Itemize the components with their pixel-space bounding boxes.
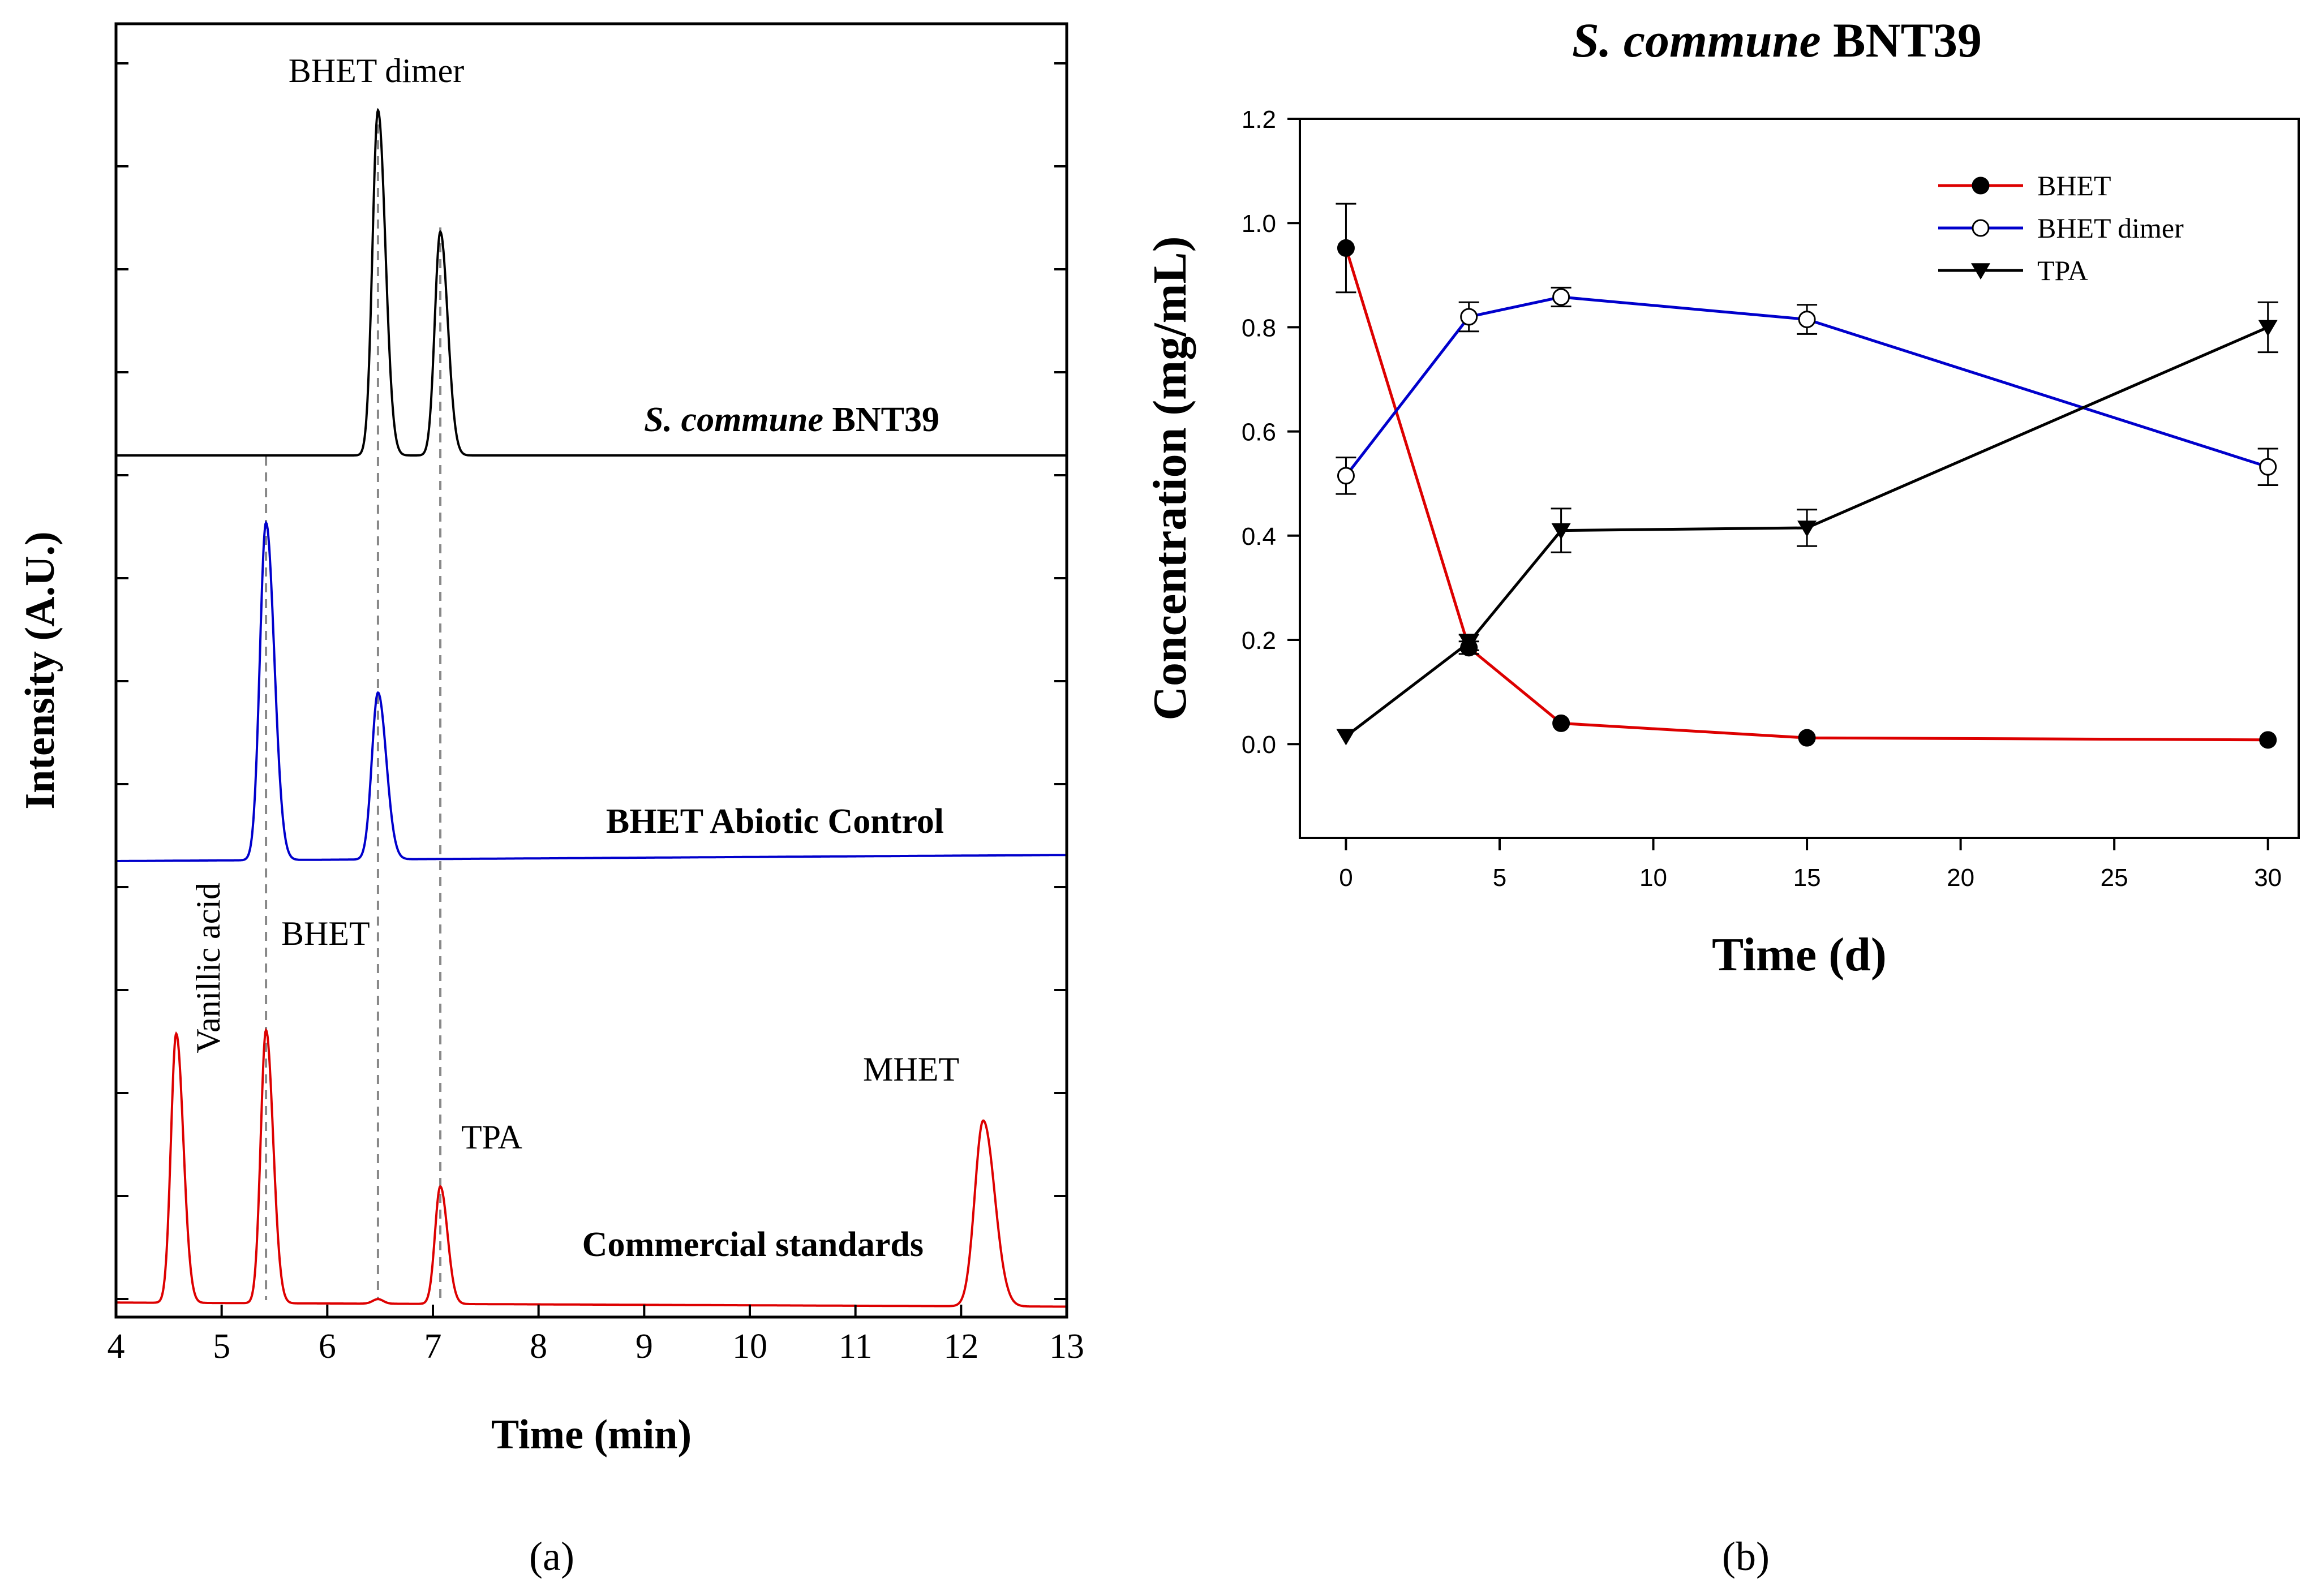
y-tick-label: 0.8 xyxy=(1242,314,1276,342)
marker-triangle-down xyxy=(1336,729,1356,746)
marker-filled-circle xyxy=(1337,239,1355,257)
chromatogram-traces xyxy=(116,107,1067,1308)
x-tick-label: 0 xyxy=(1339,864,1352,892)
trace-label-italic: S. commune xyxy=(644,401,823,439)
marker-open-circle xyxy=(1798,311,1816,329)
x-tick-label: 15 xyxy=(1793,864,1821,892)
x-tick-label: 9 xyxy=(636,1327,653,1366)
panel-b-x-axis-title: Time (d) xyxy=(1712,928,1887,981)
marker-triangle-down xyxy=(1551,523,1571,540)
peak-label-vanillic-acid: Vanillic acid xyxy=(190,883,227,1053)
x-tick-label: 8 xyxy=(530,1327,547,1366)
y-tick-label: 0.0 xyxy=(1242,731,1276,759)
marker-filled-circle xyxy=(1972,177,1990,195)
legend-item: BHET xyxy=(1938,170,2111,201)
panel-b-y-axis-title: Concentration (mg/mL) xyxy=(1144,236,1196,720)
panel-label-b: (b) xyxy=(1722,1534,1770,1579)
y-tick-label: 1.0 xyxy=(1242,210,1276,238)
peak-label-mhet: MHET xyxy=(863,1051,959,1088)
title-rest: BNT39 xyxy=(1821,13,1982,67)
marker-open-circle xyxy=(1972,219,1990,237)
reference-lines xyxy=(265,109,442,1300)
legend-item: BHET dimer xyxy=(1938,212,2184,244)
marker-open-circle xyxy=(1460,308,1478,326)
y-tick-label: 0.6 xyxy=(1242,419,1276,446)
x-tick-label: 5 xyxy=(1493,864,1506,892)
marker-filled-circle xyxy=(1798,729,1816,747)
x-tick-label: 25 xyxy=(2101,864,2128,892)
legend: BHET BHET dimer TPA xyxy=(1938,170,2184,286)
series-bhet-dimer xyxy=(1336,286,2278,495)
y-tick-label: 1.2 xyxy=(1242,106,1276,134)
concentration-series xyxy=(1336,203,2278,749)
x-tick-label: 6 xyxy=(319,1327,336,1366)
y-tick-label: 0.2 xyxy=(1242,627,1276,655)
x-tick-label: 10 xyxy=(1639,864,1667,892)
series-bhet xyxy=(1336,203,2277,749)
x-tick-label: 4 xyxy=(108,1327,125,1366)
x-tick-label: 30 xyxy=(2254,864,2282,892)
panel-a-y-axis-title: Intensity (A.U.) xyxy=(17,531,63,809)
marker-triangle-down xyxy=(1797,520,1817,537)
trace-bhet-abiotic-control xyxy=(116,520,1067,862)
peak-label-bhet-dimer: BHET dimer xyxy=(289,52,465,89)
title-italic: S. commune xyxy=(1572,13,1821,67)
trace-s-commune-bnt39 xyxy=(116,107,1067,457)
marker-open-circle xyxy=(1337,467,1355,485)
legend-label: TPA xyxy=(2037,255,2088,286)
panel-b-title: S. commune BNT39 xyxy=(1572,13,1982,67)
legend-label: BHET dimer xyxy=(2037,212,2184,244)
panel-b-plot-frame xyxy=(1299,118,2300,839)
panel-a-chromatogram: 4 5 6 7 8 9 10 11 12 13 Time (min) Intensity (A.U… xyxy=(17,22,1084,1579)
trace-label-abiotic-control: BHET Abiotic Control xyxy=(606,802,944,841)
panel-a-plot-frame xyxy=(114,22,1068,1319)
panel-label-a: (a) xyxy=(529,1534,574,1579)
x-tick-label: 20 xyxy=(1947,864,1974,892)
trace-commercial-standards xyxy=(116,1027,1067,1308)
x-tick-label: 11 xyxy=(839,1327,873,1366)
y-tick-label: 0.4 xyxy=(1242,523,1276,550)
x-tick-label: 13 xyxy=(1049,1327,1084,1366)
trace-label-commercial-standards: Commercial standards xyxy=(582,1225,924,1264)
peak-label-bhet: BHET xyxy=(281,915,370,952)
marker-triangle-down xyxy=(2258,320,2278,337)
legend-label: BHET xyxy=(2037,170,2111,201)
x-tick-label: 10 xyxy=(732,1327,767,1366)
marker-filled-circle xyxy=(2259,731,2277,749)
marker-triangle-down xyxy=(1459,635,1479,652)
marker-filled-circle xyxy=(1552,714,1570,732)
x-tick-label: 5 xyxy=(213,1327,230,1366)
series-tpa xyxy=(1336,301,2278,746)
x-tick-label: 12 xyxy=(943,1327,978,1366)
marker-triangle-down xyxy=(1971,263,1990,280)
panel-a-ticks: 4 5 6 7 8 9 10 11 12 13 xyxy=(108,62,1084,1366)
panel-a-x-axis-title: Time (min) xyxy=(491,1412,692,1458)
marker-open-circle xyxy=(1552,288,1570,306)
peak-label-tpa: TPA xyxy=(461,1119,522,1156)
trace-label-s-commune: S. commune BNT39 xyxy=(644,401,939,439)
trace-label-rest: BNT39 xyxy=(823,401,939,439)
x-tick-label: 7 xyxy=(424,1327,442,1366)
marker-open-circle xyxy=(2259,458,2277,476)
panel-b-concentration: S. commune BNT39 0 5 10 15 20 25 30 0.0 0.2 0.4 0.… xyxy=(1144,13,2300,1579)
panel-b-ticks: 0 5 10 15 20 25 30 0.0 0.2 0.4 0.6 0.8 1.0 1.2 xyxy=(1242,106,2282,892)
legend-item: TPA xyxy=(1938,255,2088,286)
